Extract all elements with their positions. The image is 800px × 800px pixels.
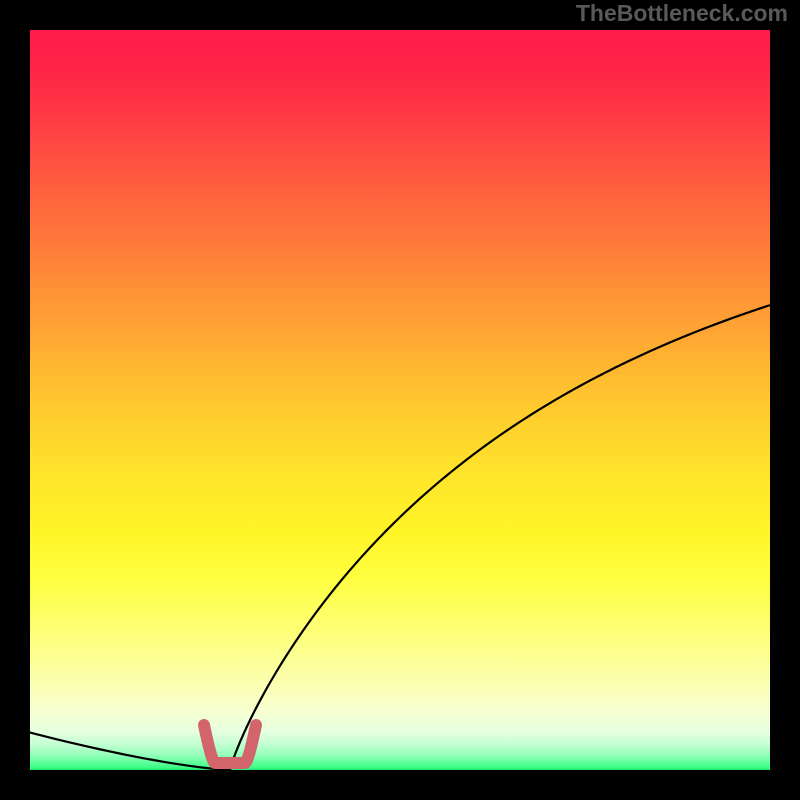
watermark-text: TheBottleneck.com: [576, 0, 788, 26]
gradient-background: [30, 30, 770, 770]
bottleneck-chart: TheBottleneck.com: [0, 0, 800, 800]
